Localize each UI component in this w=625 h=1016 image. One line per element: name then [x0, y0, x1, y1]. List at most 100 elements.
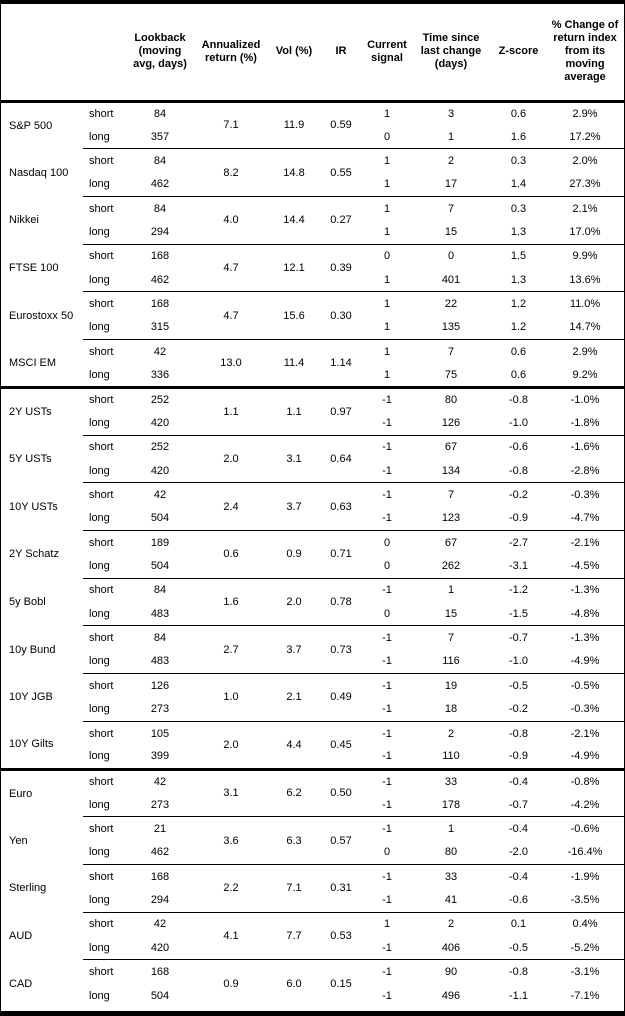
- pct-change-value: -3.5%: [570, 894, 600, 907]
- pct-change-value: 2.1%: [546, 195, 624, 221]
- asset-name: MSCI EM: [9, 356, 57, 369]
- time-since-value: 406: [441, 941, 461, 954]
- table-row: long 504 0 262 -3.1 -4.5%: [1, 554, 624, 578]
- table-row: long 336 1 75 0.6 9.2%: [1, 363, 624, 387]
- annualized-return-value: 2.4: [193, 482, 269, 531]
- pct-change-value: -5.2%: [570, 941, 600, 954]
- asset-name: 10Y USTs: [9, 500, 58, 513]
- table-row: CAD short 168 0.9 6.0 0.15 -1 90 -0.8 -3…: [1, 959, 624, 1008]
- current-signal-value: -1: [382, 750, 392, 763]
- time-since-value: 134: [441, 464, 461, 477]
- horizon-label: short: [83, 385, 127, 412]
- ir-value: 0.63: [319, 482, 363, 531]
- lookback-value: 294: [150, 894, 170, 907]
- horizon-label: short: [83, 148, 127, 173]
- header-vol: Vol (%): [269, 4, 319, 103]
- z-score-value: -0.4: [491, 864, 546, 889]
- current-signal-value: 0: [363, 243, 411, 269]
- pct-change-value: -1.3%: [546, 577, 624, 603]
- current-signal-value: 0: [383, 560, 391, 572]
- vol-value: 11.9: [283, 119, 305, 132]
- pct-change-value: -1.0%: [546, 385, 624, 412]
- pct-change-value: -4.8%: [570, 607, 600, 620]
- ir-value: 0.15: [319, 959, 363, 1008]
- annualized-return-value: 3.1: [193, 767, 269, 817]
- asset-name: 2Y USTs: [1, 385, 83, 436]
- z-score-value: -0.9: [509, 512, 528, 525]
- table-row: 10Y JGB short 126 1.0 2.1 0.49 -1 19 -0.…: [1, 673, 624, 722]
- pct-change-value: 0.4%: [546, 911, 624, 937]
- horizon-label: long: [89, 560, 110, 572]
- current-signal-value: 1: [363, 195, 411, 221]
- time-since-value: 33: [411, 767, 491, 793]
- ir-value: 0.31: [319, 864, 363, 913]
- current-signal-value: -1: [382, 655, 392, 668]
- z-score-value: 0.1: [491, 911, 546, 937]
- ir-value: 0.49: [319, 673, 363, 722]
- time-since-value: 90: [411, 959, 491, 984]
- current-signal-value: 0: [383, 846, 391, 859]
- current-signal-value: 1: [383, 321, 391, 334]
- current-signal-value: -1: [382, 894, 392, 907]
- ir-value: 0.73: [319, 625, 363, 674]
- table-row: AUD short 42 4.1 7.7 0.53 1 2 0.1 0.4%: [1, 911, 624, 960]
- lookback-value: 168: [127, 243, 193, 269]
- horizon-label: short: [89, 107, 114, 120]
- lookback-value: 357: [150, 130, 170, 143]
- horizon-label: long: [89, 321, 110, 334]
- vol-value: 7.1: [269, 864, 319, 913]
- header-lookback: Lookback (moving avg, days): [127, 4, 193, 103]
- pct-change-value: -2.1%: [546, 720, 624, 746]
- pct-change-value: 14.7%: [569, 321, 601, 334]
- time-since-value: 1: [447, 130, 455, 143]
- vol-value: 1.1: [269, 385, 319, 436]
- current-signal-value: -1: [363, 385, 411, 412]
- annualized-return-value: 3.6: [193, 816, 269, 865]
- horizon-label: long: [89, 464, 110, 477]
- lookback-value: 84: [127, 195, 193, 221]
- lookback-value: 504: [150, 512, 170, 525]
- z-score-value: 1.6: [510, 130, 527, 143]
- time-since-value: 75: [444, 368, 458, 381]
- vol-value: 6.0: [269, 959, 319, 1008]
- ir-value: 0.55: [319, 148, 363, 197]
- vol-value: 2.0: [269, 577, 319, 626]
- table-row: long 483 0 15 -1.5 -4.8%: [1, 602, 624, 626]
- horizon-label: long: [89, 798, 110, 811]
- current-signal-value: -1: [382, 512, 392, 525]
- vol-value: 15.6: [269, 291, 319, 340]
- table-row: Eurostoxx 50 short 168 4.7 15.6 0.30 1 2…: [1, 291, 624, 340]
- horizon-label: short: [83, 339, 127, 364]
- z-score-value: 1.3: [510, 273, 527, 286]
- horizon-label: long: [89, 894, 110, 907]
- asset-name: 5y Bobl: [9, 596, 46, 609]
- current-signal-value: -1: [363, 720, 411, 746]
- table-row: long 399 -1 110 -0.9 -4.9%: [1, 745, 624, 769]
- current-signal-value: -1: [363, 434, 411, 459]
- lookback-value: 84: [153, 107, 167, 120]
- pct-change-value: -4.9%: [570, 655, 600, 668]
- lookback-value: 420: [150, 464, 170, 477]
- lookback-value: 483: [150, 607, 170, 620]
- ir-value: 0.30: [319, 291, 363, 340]
- current-signal-value: 1: [363, 911, 411, 937]
- table-row: long 420 -1 134 -0.8 -2.8%: [1, 459, 624, 483]
- lookback-value: 462: [150, 273, 170, 286]
- time-since-value: 110: [442, 750, 460, 763]
- horizon-label: short: [83, 577, 127, 603]
- horizon-label: long: [89, 846, 110, 859]
- horizon-label: long: [89, 607, 110, 620]
- lookback-value: 84: [127, 577, 193, 603]
- pct-change-value: -2.1%: [546, 529, 624, 555]
- z-score-value: 1.5: [491, 243, 546, 269]
- horizon-label: long: [89, 225, 110, 238]
- pct-change-value: -4.7%: [570, 512, 600, 525]
- time-since-value: 80: [411, 385, 491, 412]
- table-header: Lookback (moving avg, days) Annualized r…: [1, 4, 624, 103]
- table-row: 10y Bund short 84 2.7 3.7 0.73 -1 7 -0.7…: [1, 625, 624, 674]
- z-score-value: 0.3: [491, 148, 546, 173]
- time-since-value: 401: [441, 273, 461, 286]
- asset-name: Sterling: [9, 882, 47, 895]
- pct-change-value: 17.2%: [569, 130, 601, 143]
- asset-name: Yen: [9, 834, 28, 847]
